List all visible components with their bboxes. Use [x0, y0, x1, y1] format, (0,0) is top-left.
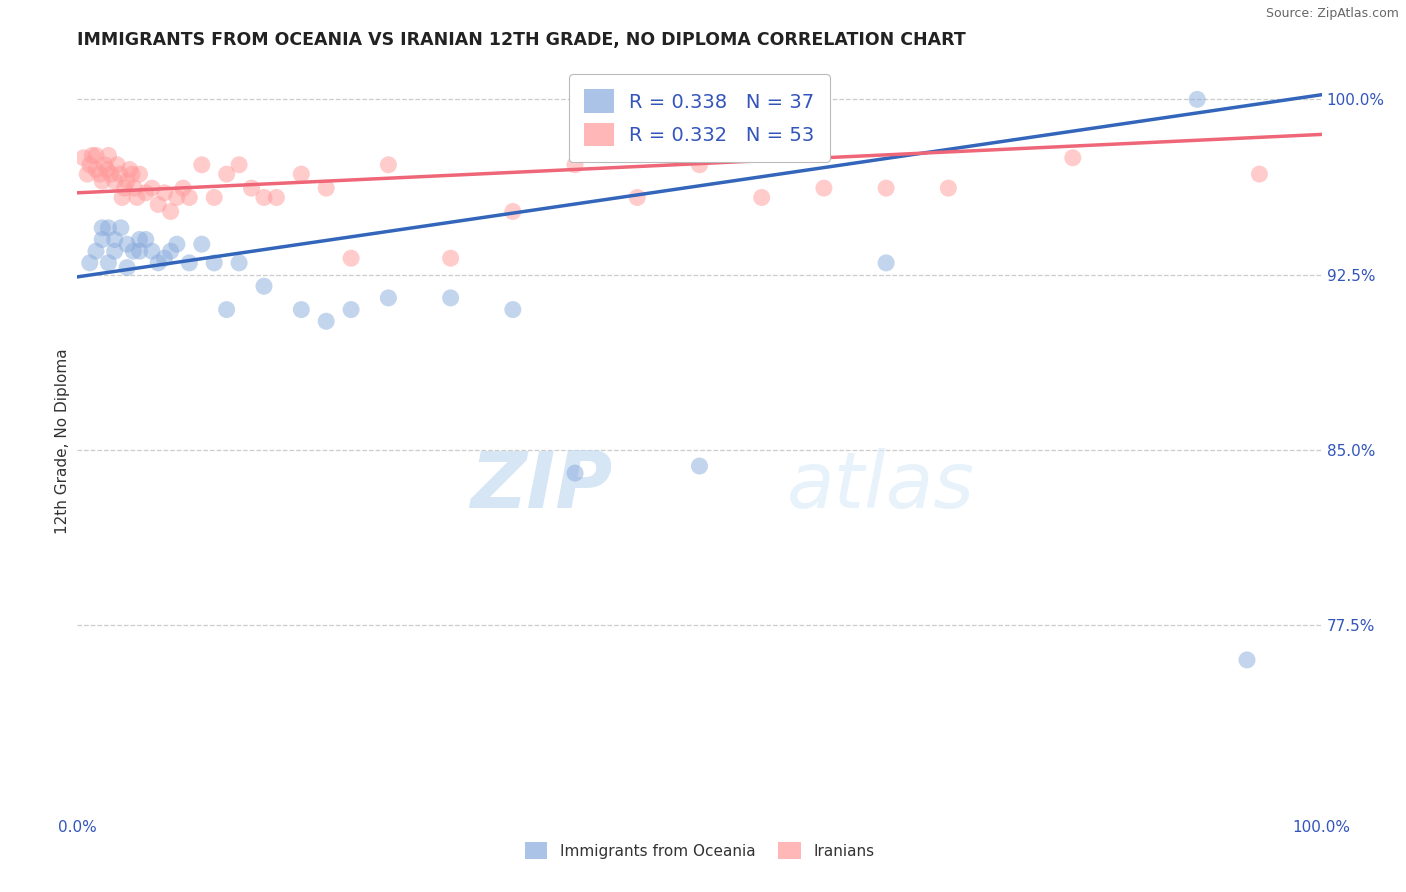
Point	[104, 233, 127, 247]
Point	[124, 181, 146, 195]
Point	[179, 256, 201, 270]
Point	[122, 244, 145, 259]
Point	[1236, 653, 1258, 667]
Point	[91, 174, 114, 188]
Point	[1062, 151, 1084, 165]
Point	[290, 167, 312, 181]
Point	[100, 167, 122, 181]
Point	[253, 279, 276, 293]
Point	[84, 148, 107, 162]
Point	[153, 186, 176, 200]
Point	[91, 220, 114, 235]
Point	[564, 158, 586, 172]
Point	[202, 190, 225, 204]
Point	[266, 190, 288, 204]
Point	[564, 466, 586, 480]
Text: atlas: atlas	[786, 448, 974, 524]
Point	[689, 158, 711, 172]
Legend: Immigrants from Oceania, Iranians: Immigrants from Oceania, Iranians	[517, 834, 882, 867]
Point	[110, 220, 132, 235]
Point	[104, 174, 127, 188]
Point	[813, 181, 835, 195]
Point	[202, 256, 225, 270]
Point	[166, 190, 188, 204]
Point	[938, 181, 960, 195]
Point	[215, 167, 238, 181]
Point	[135, 233, 157, 247]
Point	[1249, 167, 1271, 181]
Point	[377, 291, 399, 305]
Point	[191, 237, 214, 252]
Point	[875, 181, 897, 195]
Point	[440, 251, 463, 265]
Point	[115, 174, 138, 188]
Point	[440, 291, 463, 305]
Point	[626, 190, 648, 204]
Point	[76, 167, 98, 181]
Point	[115, 237, 138, 252]
Point	[97, 256, 120, 270]
Point	[191, 158, 214, 172]
Point	[128, 244, 150, 259]
Point	[118, 162, 141, 177]
Point	[159, 204, 181, 219]
Point	[141, 181, 163, 195]
Point	[105, 158, 128, 172]
Text: IMMIGRANTS FROM OCEANIA VS IRANIAN 12TH GRADE, NO DIPLOMA CORRELATION CHART: IMMIGRANTS FROM OCEANIA VS IRANIAN 12TH …	[77, 31, 966, 49]
Text: Source: ZipAtlas.com: Source: ZipAtlas.com	[1265, 7, 1399, 21]
Point	[97, 148, 120, 162]
Point	[228, 256, 250, 270]
Point	[172, 181, 194, 195]
Point	[111, 190, 134, 204]
Point	[89, 167, 111, 181]
Point	[79, 158, 101, 172]
Point	[96, 162, 118, 177]
Point	[148, 256, 170, 270]
Point	[125, 190, 148, 204]
Point	[115, 260, 138, 275]
Point	[84, 244, 107, 259]
Point	[159, 244, 181, 259]
Point	[128, 233, 150, 247]
Point	[875, 256, 897, 270]
Point	[128, 167, 150, 181]
Point	[82, 148, 104, 162]
Point	[215, 302, 238, 317]
Point	[502, 302, 524, 317]
Point	[72, 151, 94, 165]
Point	[97, 220, 120, 235]
Point	[121, 167, 143, 181]
Point	[84, 162, 107, 177]
Point	[290, 302, 312, 317]
Point	[502, 204, 524, 219]
Point	[228, 158, 250, 172]
Point	[315, 314, 337, 328]
Point	[253, 190, 276, 204]
Point	[240, 181, 263, 195]
Point	[340, 251, 363, 265]
Point	[148, 197, 170, 211]
Point	[751, 190, 773, 204]
Y-axis label: 12th Grade, No Diploma: 12th Grade, No Diploma	[55, 349, 70, 534]
Point	[179, 190, 201, 204]
Point	[91, 233, 114, 247]
Point	[377, 158, 399, 172]
Point	[153, 251, 176, 265]
Point	[1187, 92, 1209, 106]
Text: ZIP: ZIP	[470, 448, 613, 524]
Point	[141, 244, 163, 259]
Point	[340, 302, 363, 317]
Point	[104, 244, 127, 259]
Point	[689, 458, 711, 473]
Point	[108, 167, 131, 181]
Point	[315, 181, 337, 195]
Point	[166, 237, 188, 252]
Point	[114, 181, 136, 195]
Point	[93, 158, 115, 172]
Point	[79, 256, 101, 270]
Point	[135, 186, 157, 200]
